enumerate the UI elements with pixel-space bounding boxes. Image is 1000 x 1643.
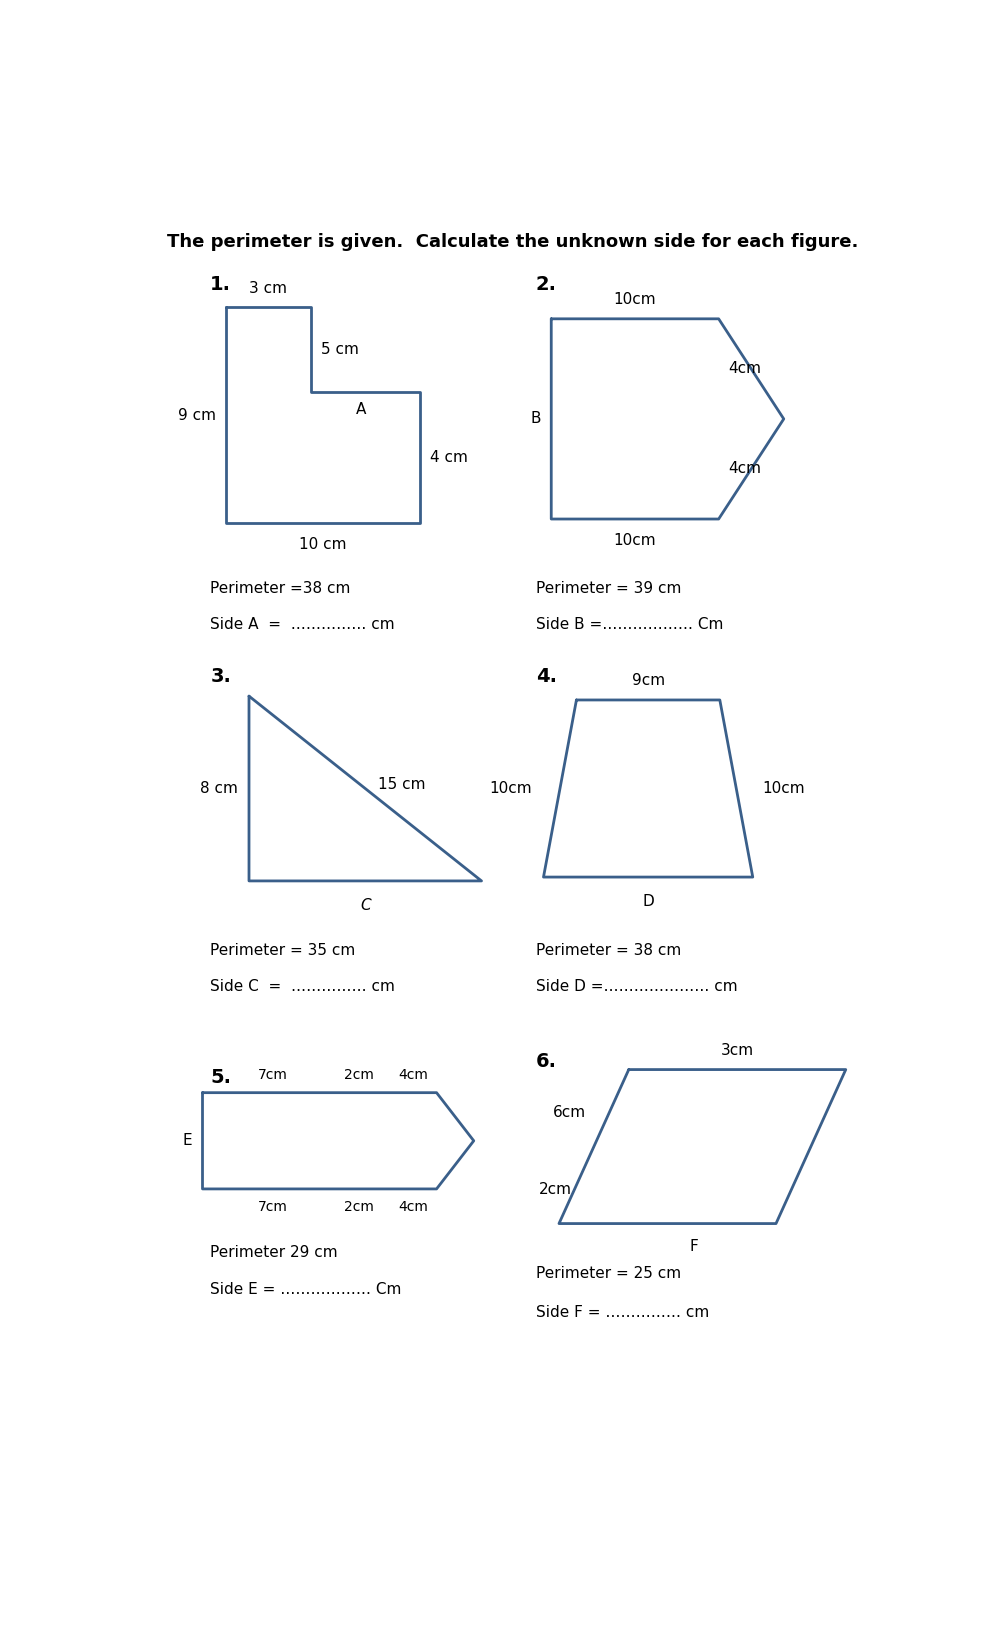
Text: 10cm: 10cm — [762, 780, 805, 795]
Text: 7cm: 7cm — [258, 1199, 288, 1214]
Text: Perimeter = 35 cm: Perimeter = 35 cm — [210, 943, 356, 958]
Text: Perimeter = 25 cm: Perimeter = 25 cm — [536, 1267, 681, 1282]
Text: 4.: 4. — [536, 667, 557, 687]
Text: Side F = …………… cm: Side F = …………… cm — [536, 1305, 709, 1319]
Text: Perimeter = 38 cm: Perimeter = 38 cm — [536, 943, 681, 958]
Text: 3.: 3. — [210, 667, 231, 687]
Text: 3 cm: 3 cm — [249, 281, 287, 296]
Text: 10 cm: 10 cm — [299, 537, 346, 552]
Text: Side E = ……………… Cm: Side E = ……………… Cm — [210, 1282, 402, 1296]
Text: A: A — [356, 403, 367, 417]
Text: 15 cm: 15 cm — [378, 777, 425, 792]
Text: 6cm: 6cm — [553, 1106, 586, 1121]
Text: Side B =……………… Cm: Side B =……………… Cm — [536, 618, 723, 633]
Text: 2cm: 2cm — [539, 1183, 572, 1198]
Text: 6.: 6. — [536, 1053, 557, 1071]
Text: 3cm: 3cm — [721, 1043, 754, 1058]
Text: 2.: 2. — [536, 274, 557, 294]
Text: The perimeter is given.  Calculate the unknown side for each figure.: The perimeter is given. Calculate the un… — [167, 233, 858, 251]
Text: 5 cm: 5 cm — [321, 342, 359, 357]
Text: 8 cm: 8 cm — [200, 780, 237, 795]
Text: 2cm: 2cm — [344, 1199, 374, 1214]
Text: 4cm: 4cm — [729, 361, 762, 376]
Text: 2cm: 2cm — [344, 1068, 374, 1081]
Text: 9cm: 9cm — [632, 674, 665, 688]
Text: D: D — [642, 894, 654, 909]
Text: Side A  =  …………… cm: Side A = …………… cm — [210, 618, 395, 633]
Text: 9 cm: 9 cm — [178, 407, 216, 422]
Text: 7cm: 7cm — [258, 1068, 288, 1081]
Text: Perimeter = 39 cm: Perimeter = 39 cm — [536, 582, 681, 596]
Text: 1.: 1. — [210, 274, 231, 294]
Text: Perimeter =38 cm: Perimeter =38 cm — [210, 582, 351, 596]
Text: B: B — [531, 411, 541, 427]
Text: Side D =………………… cm: Side D =………………… cm — [536, 979, 737, 994]
Text: 4cm: 4cm — [398, 1068, 428, 1081]
Text: 4cm: 4cm — [398, 1199, 428, 1214]
Text: F: F — [689, 1239, 698, 1254]
Text: 4cm: 4cm — [729, 462, 762, 476]
Text: 10cm: 10cm — [614, 292, 656, 307]
Text: Side C  =  …………… cm: Side C = …………… cm — [210, 979, 395, 994]
Text: E: E — [183, 1134, 192, 1148]
Text: 10cm: 10cm — [489, 780, 532, 795]
Text: 10cm: 10cm — [614, 532, 656, 547]
Text: Perimeter 29 cm: Perimeter 29 cm — [210, 1245, 338, 1260]
Text: 4 cm: 4 cm — [430, 450, 467, 465]
Text: C: C — [360, 897, 371, 914]
Text: 5.: 5. — [210, 1068, 231, 1086]
